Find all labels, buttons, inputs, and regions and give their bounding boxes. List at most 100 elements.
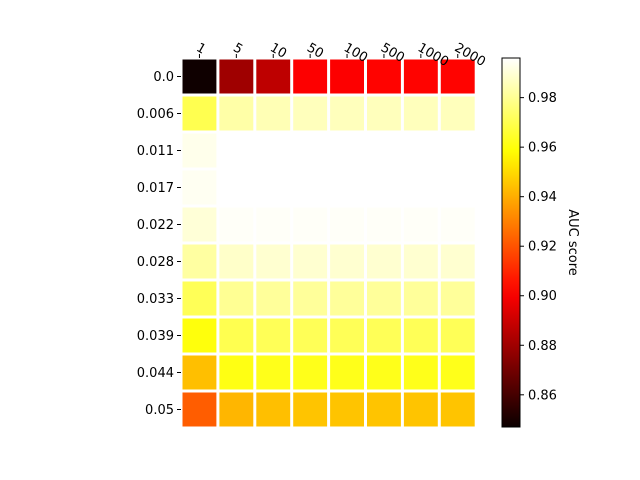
heatmap-cell — [367, 318, 401, 353]
heatmap-cell — [440, 207, 475, 242]
y-tick-label: 0.011 — [137, 144, 174, 159]
heatmap-cell — [440, 59, 475, 94]
y-tick-label: 0.044 — [137, 366, 174, 381]
heatmap-cell — [403, 207, 438, 242]
heatmap-cell — [293, 392, 328, 427]
heatmap-cell — [330, 318, 364, 353]
heatmap-cell — [256, 170, 291, 205]
heatmap-cell — [330, 355, 364, 390]
heatmap-cell — [256, 59, 291, 94]
heatmap-cell — [182, 96, 217, 131]
y-tick-label: 0.006 — [137, 107, 174, 122]
colorbar: 0.86 0.88 0.90 0.92 0.94 0.96 0.98 AUC score — [501, 57, 580, 428]
y-tick-label: 0.039 — [137, 329, 174, 344]
y-tick-label: 0.05 — [145, 403, 174, 418]
x-tick-label: 10 — [267, 40, 289, 61]
heatmap-cell — [182, 133, 217, 168]
heatmap-cell — [367, 281, 401, 316]
heatmap-cell — [440, 392, 475, 427]
heatmap-cell — [293, 133, 328, 168]
heatmap-cell — [440, 281, 475, 316]
heatmap-cell — [219, 392, 254, 427]
heatmap-cell — [182, 170, 217, 205]
heatmap-cell — [293, 59, 328, 94]
heatmap-cell — [293, 355, 328, 390]
heatmap-cell — [256, 207, 291, 242]
heatmap-cell — [219, 318, 254, 353]
heatmap-cell — [293, 96, 328, 131]
heatmap-cell — [367, 392, 401, 427]
colorbar-tick-label: 0.96 — [528, 141, 557, 156]
heatmap-cell — [403, 59, 438, 94]
heatmap-cell — [440, 355, 475, 390]
y-axis-ticks: 0.0 0.006 0.011 0.017 0.022 0.028 0.033 0.039 0.… — [137, 70, 181, 418]
heatmap-cell — [367, 59, 401, 94]
heatmap-cell — [182, 318, 217, 353]
heatmap-cell — [293, 170, 328, 205]
heatmap-cell — [293, 244, 328, 279]
heatmap-cell — [256, 133, 291, 168]
heatmap-cell — [182, 244, 217, 279]
heatmap-cell — [440, 96, 475, 131]
heatmap-cell — [440, 170, 475, 205]
heatmap-cell — [219, 59, 254, 94]
heatmap-cell — [403, 170, 438, 205]
heatmap-cells — [182, 59, 475, 427]
colorbar-tick-label: 0.90 — [528, 289, 557, 304]
heatmap-cell — [403, 244, 438, 279]
heatmap-cell — [219, 170, 254, 205]
heatmap-cell — [182, 207, 217, 242]
heatmap-cell — [293, 318, 328, 353]
heatmap-cell — [219, 281, 254, 316]
heatmap-cell — [367, 170, 401, 205]
heatmap-cell — [367, 96, 401, 131]
heatmap-cell — [256, 281, 291, 316]
heatmap-cell — [219, 207, 254, 242]
heatmap-cell — [256, 355, 291, 390]
heatmap-cell — [256, 392, 291, 427]
heatmap-cell — [330, 392, 364, 427]
heatmap-cell — [403, 318, 438, 353]
heatmap-cell — [330, 244, 364, 279]
heatmap-cell — [330, 59, 364, 94]
heatmap-cell — [367, 355, 401, 390]
heatmap-cell — [219, 133, 254, 168]
heatmap-cell — [330, 281, 364, 316]
heatmap-cell — [182, 355, 217, 390]
heatmap-cell — [182, 59, 217, 94]
y-tick-label: 0.022 — [137, 218, 174, 233]
colorbar-ticks: 0.86 0.88 0.90 0.92 0.94 0.96 0.98 — [520, 91, 557, 403]
heatmap-cell — [440, 244, 475, 279]
heatmap-cell — [440, 318, 475, 353]
heatmap-cell — [256, 96, 291, 131]
heatmap-cell — [403, 96, 438, 131]
x-tick-label: 50 — [304, 40, 326, 61]
heatmap-cell — [182, 392, 217, 427]
colorbar-tick-label: 0.86 — [528, 388, 557, 403]
colorbar-gradient — [501, 57, 521, 428]
heatmap-cell — [219, 96, 254, 131]
y-tick-label: 0.033 — [137, 292, 174, 307]
colorbar-tick-label: 0.94 — [528, 190, 557, 205]
heatmap-cell — [219, 244, 254, 279]
x-tick-label: 5 — [230, 40, 245, 57]
heatmap-cell — [182, 281, 217, 316]
heatmap-cell — [256, 244, 291, 279]
heatmap-cell — [403, 392, 438, 427]
heatmap-cell — [293, 281, 328, 316]
colorbar-label: AUC score — [565, 209, 580, 276]
heatmap-cell — [367, 244, 401, 279]
y-tick-label: 0.017 — [137, 181, 174, 196]
y-tick-label: 0.0 — [153, 70, 174, 85]
heatmap-cell — [367, 207, 401, 242]
heatmap-cell — [330, 170, 364, 205]
colorbar-tick-label: 0.98 — [528, 91, 557, 106]
heatmap-cell — [256, 318, 291, 353]
heatmap-cell — [330, 133, 364, 168]
colorbar-tick-label: 0.88 — [528, 339, 557, 354]
heatmap-cell — [403, 281, 438, 316]
heatmap-cell — [403, 133, 438, 168]
heatmap-cell — [330, 96, 364, 131]
heatmap-cell — [219, 355, 254, 390]
